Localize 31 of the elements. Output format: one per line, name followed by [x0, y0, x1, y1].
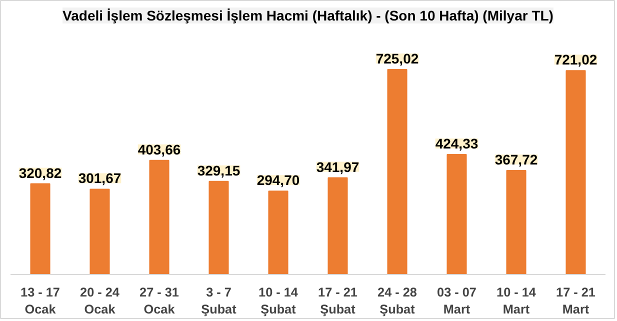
x-tick-label: 24 - 28 Şubat	[378, 286, 417, 316]
x-tick-label: 10 - 14 Mart	[496, 286, 536, 316]
x-tick-label: 27 - 31 Ocak	[140, 286, 179, 316]
bar	[208, 180, 229, 274]
x-tick-label: 17 - 21 Mart	[556, 286, 596, 316]
data-label: 367,72	[494, 152, 538, 168]
x-tick-label: 13 - 17 Ocak	[20, 286, 60, 316]
data-label: 424,33	[435, 136, 478, 152]
bar	[387, 69, 408, 274]
bar	[446, 154, 467, 274]
data-label: 329,15	[197, 162, 240, 178]
data-label: 725,02	[376, 50, 419, 66]
bar	[506, 170, 526, 274]
bar	[90, 188, 110, 274]
data-label: 294,70	[256, 172, 300, 188]
bar	[268, 190, 288, 274]
x-tick-label: 03 - 07 Mart	[437, 286, 476, 316]
bar	[30, 183, 50, 274]
data-label: 301,67	[78, 170, 122, 186]
data-label: 341,97	[316, 158, 360, 175]
data-label: 721,02	[554, 52, 598, 68]
data-label: 320,82	[18, 164, 62, 181]
bar	[149, 160, 170, 274]
x-tick-label: 3 - 7 Şubat	[201, 286, 238, 316]
x-tick-label: 17 - 21 Şubat	[318, 286, 358, 316]
x-tick-label: 20 - 24 Ocak	[80, 286, 120, 316]
x-tick-label: 10 - 14 Şubat	[258, 286, 298, 316]
chart-title: Vadeli İşlem Sözleşmesi İşlem Hacmi (Haftalık) - (Son 10 Hafta) (Milyar TL)	[62, 8, 554, 24]
data-label: 403,66	[138, 141, 181, 158]
bar	[566, 70, 586, 274]
bar	[328, 177, 348, 274]
